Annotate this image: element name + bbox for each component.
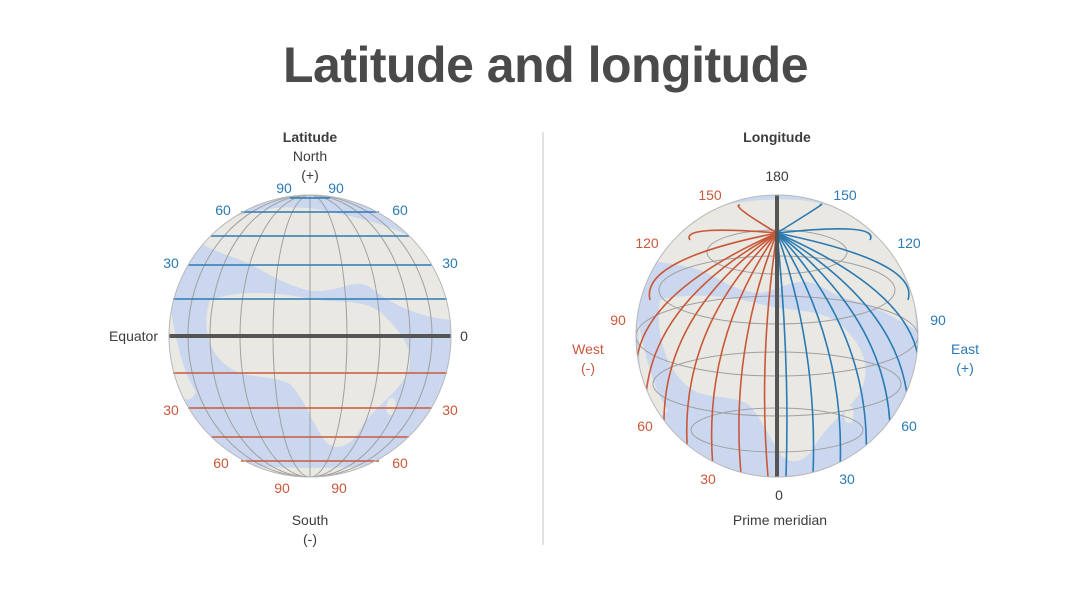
lat-south-90-right: 90 [331, 480, 347, 496]
lon-east-120: 120 [897, 235, 921, 251]
lat-south-60-left: 60 [213, 455, 229, 471]
lat-north-30-left: 30 [163, 255, 179, 271]
south-sign: (-) [303, 531, 317, 547]
lat-south-30-right: 30 [442, 402, 458, 418]
equator-label: Equator [109, 328, 158, 344]
south-latitude-lines [173, 372, 447, 462]
east-sign: (+) [956, 360, 974, 376]
north-sign: (+) [301, 167, 319, 183]
lon-west-60: 60 [637, 418, 653, 434]
east-label: East [951, 341, 979, 357]
west-label: West [572, 341, 604, 357]
lon-top-value: 180 [765, 168, 789, 184]
lat-north-60-right: 60 [392, 202, 408, 218]
lat-north-30-right: 30 [442, 255, 458, 271]
longitude-heading: Longitude [743, 129, 811, 145]
lon-bottom-value: 0 [775, 487, 783, 503]
prime-meridian-label: Prime meridian [733, 512, 827, 528]
lon-east-90: 90 [930, 312, 946, 328]
lat-south-90-left: 90 [274, 480, 290, 496]
lat-south-60-right: 60 [392, 455, 408, 471]
south-label: South [292, 512, 329, 528]
lon-west-150: 150 [698, 187, 722, 203]
lon-west-90: 90 [610, 312, 626, 328]
lon-east-60: 60 [901, 418, 917, 434]
lon-east-150: 150 [833, 187, 857, 203]
lat-north-90-left: 90 [276, 180, 292, 196]
latitude-globe [168, 194, 452, 478]
lat-north-60-left: 60 [215, 202, 231, 218]
longitude-globe [635, 194, 919, 478]
lat-north-90-right: 90 [328, 180, 344, 196]
lon-west-120: 120 [635, 235, 659, 251]
latitude-heading: Latitude [283, 129, 338, 145]
west-meridian-lines [636, 204, 778, 477]
west-sign: (-) [581, 360, 595, 376]
equator-value: 0 [460, 328, 468, 344]
north-label: North [293, 148, 327, 164]
page-title: Latitude and longitude [282, 37, 809, 93]
lat-south-30-left: 30 [163, 402, 179, 418]
lon-west-30: 30 [700, 471, 716, 487]
north-latitude-lines [173, 197, 447, 300]
lon-east-30: 30 [839, 471, 855, 487]
